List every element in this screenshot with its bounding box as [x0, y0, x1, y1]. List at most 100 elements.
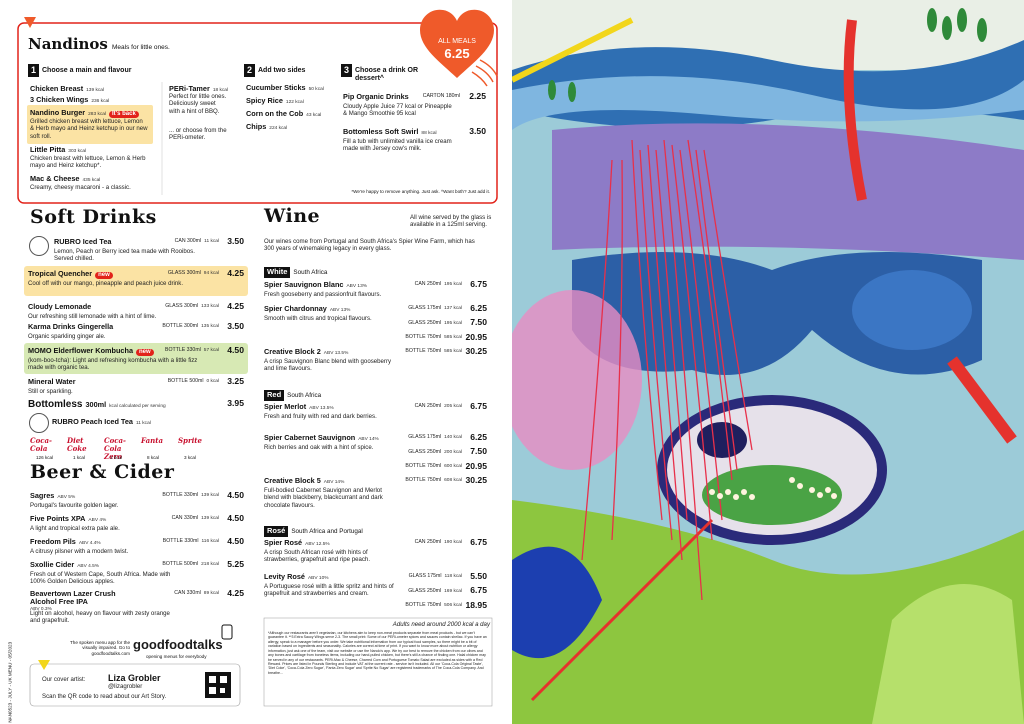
kcal: 11 kcal — [135, 421, 151, 426]
description: Full-bodied Cabernet Sauvignon and Merlo… — [264, 487, 383, 509]
item-name: Mineral Water — [28, 377, 76, 386]
item-line: BOTTLE 750ml 600 kcal — [332, 463, 462, 470]
size: BOTTLE 500ml — [162, 561, 199, 567]
size: GLASS 175ml — [408, 434, 442, 440]
kcal: 57 kcal — [203, 348, 219, 353]
item-line: Bottomless 300ml kcal calculated per servi… — [28, 399, 218, 411]
artist-cta: Scan the QR code to read about our Art S… — [42, 693, 167, 700]
item-line: Creative Block 5 ABV 14% — [264, 476, 404, 486]
item-line: BOTTLE 500ml 0 kcal — [89, 378, 219, 385]
group-label: Rosé — [264, 526, 289, 537]
brand-logo: Coca-Cola Zero — [104, 436, 126, 462]
mouth-inner — [702, 465, 842, 525]
lens — [852, 270, 972, 350]
size: GLASS 175ml — [408, 305, 442, 311]
kcal: 139 kcal — [86, 88, 105, 93]
step-label: Choose a drink OR dessert^ — [355, 67, 419, 83]
item-line: Spier Chardonnay ABV 13% — [264, 304, 404, 314]
price: 18.95 — [465, 599, 487, 610]
kcal: 139 kcal — [201, 493, 219, 498]
item-line: GLASS 175ml 140 kcal — [332, 434, 462, 441]
note: kcal calculated per serving — [109, 404, 166, 409]
kcal: 140 kcal — [444, 435, 462, 440]
price: 3.50 — [227, 320, 244, 331]
size: BOTTLE 750ml — [405, 348, 442, 354]
kcal: 190 kcal — [444, 540, 462, 545]
section-title: Soft Drinks — [30, 206, 157, 228]
app-icon — [221, 624, 233, 640]
size: BOTTLE 330ml — [165, 347, 201, 353]
wave — [512, 76, 1024, 130]
size: GLASS 175ml — [408, 573, 442, 579]
stroke — [947, 356, 1017, 444]
band — [552, 123, 1024, 260]
item-line: Karma Drinks Gingerella — [28, 322, 178, 331]
leaves — [548, 8, 987, 102]
artist-box — [29, 663, 241, 707]
tagline: The spoken menu app for the visually imp… — [69, 640, 130, 656]
item-name: Bottomless Soft Swirl — [343, 127, 419, 136]
kcal: 8 kcal — [147, 455, 160, 460]
kcal: 218 kcal — [201, 562, 219, 567]
item-name: Pip Organic Drinks — [343, 92, 409, 101]
abv: ABV 12.5% — [305, 542, 330, 547]
artist-name: Liza Grobler — [108, 673, 161, 683]
kcal: 585 kcal — [444, 349, 462, 354]
price: 30.25 — [465, 474, 487, 485]
price: 20.95 — [465, 460, 487, 471]
item-name: Karma Drinks Gingerella — [28, 322, 114, 331]
abv: ABV 4% — [88, 518, 107, 523]
abv: ABV 14% — [323, 480, 345, 485]
cover-artwork — [512, 0, 1024, 724]
price: 6.25 — [470, 302, 487, 313]
price: 4.25 — [227, 267, 244, 278]
origin: South Africa — [287, 392, 322, 399]
item-name: Spier Rosé — [264, 538, 303, 547]
blob — [512, 546, 602, 659]
price: 3.50 — [469, 125, 486, 136]
kcal: 118 kcal — [444, 574, 462, 579]
stroke — [530, 518, 714, 702]
price: 4.50 — [227, 489, 244, 500]
menu-decoration — [17, 9, 498, 707]
section-title: Nandinos — [28, 35, 108, 53]
description: ... or choose from the PERi-ometer. — [169, 127, 227, 142]
blob — [512, 290, 642, 470]
size: GLASS 300ml — [167, 270, 201, 276]
kcal: 89 kcal — [203, 591, 219, 596]
description: Lemon, Peach or Berry iced tea made with… — [54, 248, 195, 263]
item-line: GLASS 300ml 133 kcal — [89, 303, 219, 310]
item-line: BOTTLE 330ml 57 kcal — [89, 347, 219, 354]
kcal: 435 kcal — [82, 178, 101, 183]
item-line: Corn on the Cob 43 kcal — [246, 109, 341, 119]
slogan: opening menus for everybody — [146, 654, 207, 659]
price: 4.50 — [227, 344, 244, 355]
section-title: Wine — [264, 205, 321, 227]
description: A crisp Sauvignon Blanc blend with goose… — [264, 358, 392, 373]
item-line: MOMO Elderflower Kombucha new — [28, 346, 178, 356]
item-name: MOMO Elderflower Kombucha — [28, 346, 134, 355]
step-label: Add two sides — [258, 67, 306, 74]
kcal: 205 kcal — [444, 404, 462, 409]
threads — [581, 139, 753, 601]
item-line: Spier Cabernet Sauvignon ABV 14% — [264, 433, 404, 443]
size: GLASS 250ml — [408, 587, 442, 594]
price: 6.75 — [470, 278, 487, 289]
item-name: PERi-Tamer — [169, 84, 210, 93]
item-line: GLASS 300ml 94 kcal — [89, 270, 219, 277]
description: Light on alcohol, heavy on flavour with … — [30, 610, 170, 625]
step-number: 1 — [28, 64, 39, 77]
item-line: Mac & Cheese 435 kcal — [30, 174, 155, 184]
item-line: Cloudy Lemonade — [28, 302, 178, 311]
description: Perfect for little ones. Deliciously swe… — [169, 93, 227, 115]
item-line: Spier Sauvignon Blanc ABV 13% — [264, 280, 404, 290]
item-line: BOTTLE 750ml 506 kcal — [332, 602, 462, 609]
pearls — [709, 477, 837, 500]
kcal: 236 kcal — [91, 99, 110, 104]
item-line: Spicy Rice 122 kcal — [246, 96, 341, 106]
size: GLASS 250ml — [408, 319, 442, 326]
logo — [29, 236, 49, 256]
size: CAN 250ml — [414, 539, 442, 545]
qr-code — [205, 672, 231, 698]
